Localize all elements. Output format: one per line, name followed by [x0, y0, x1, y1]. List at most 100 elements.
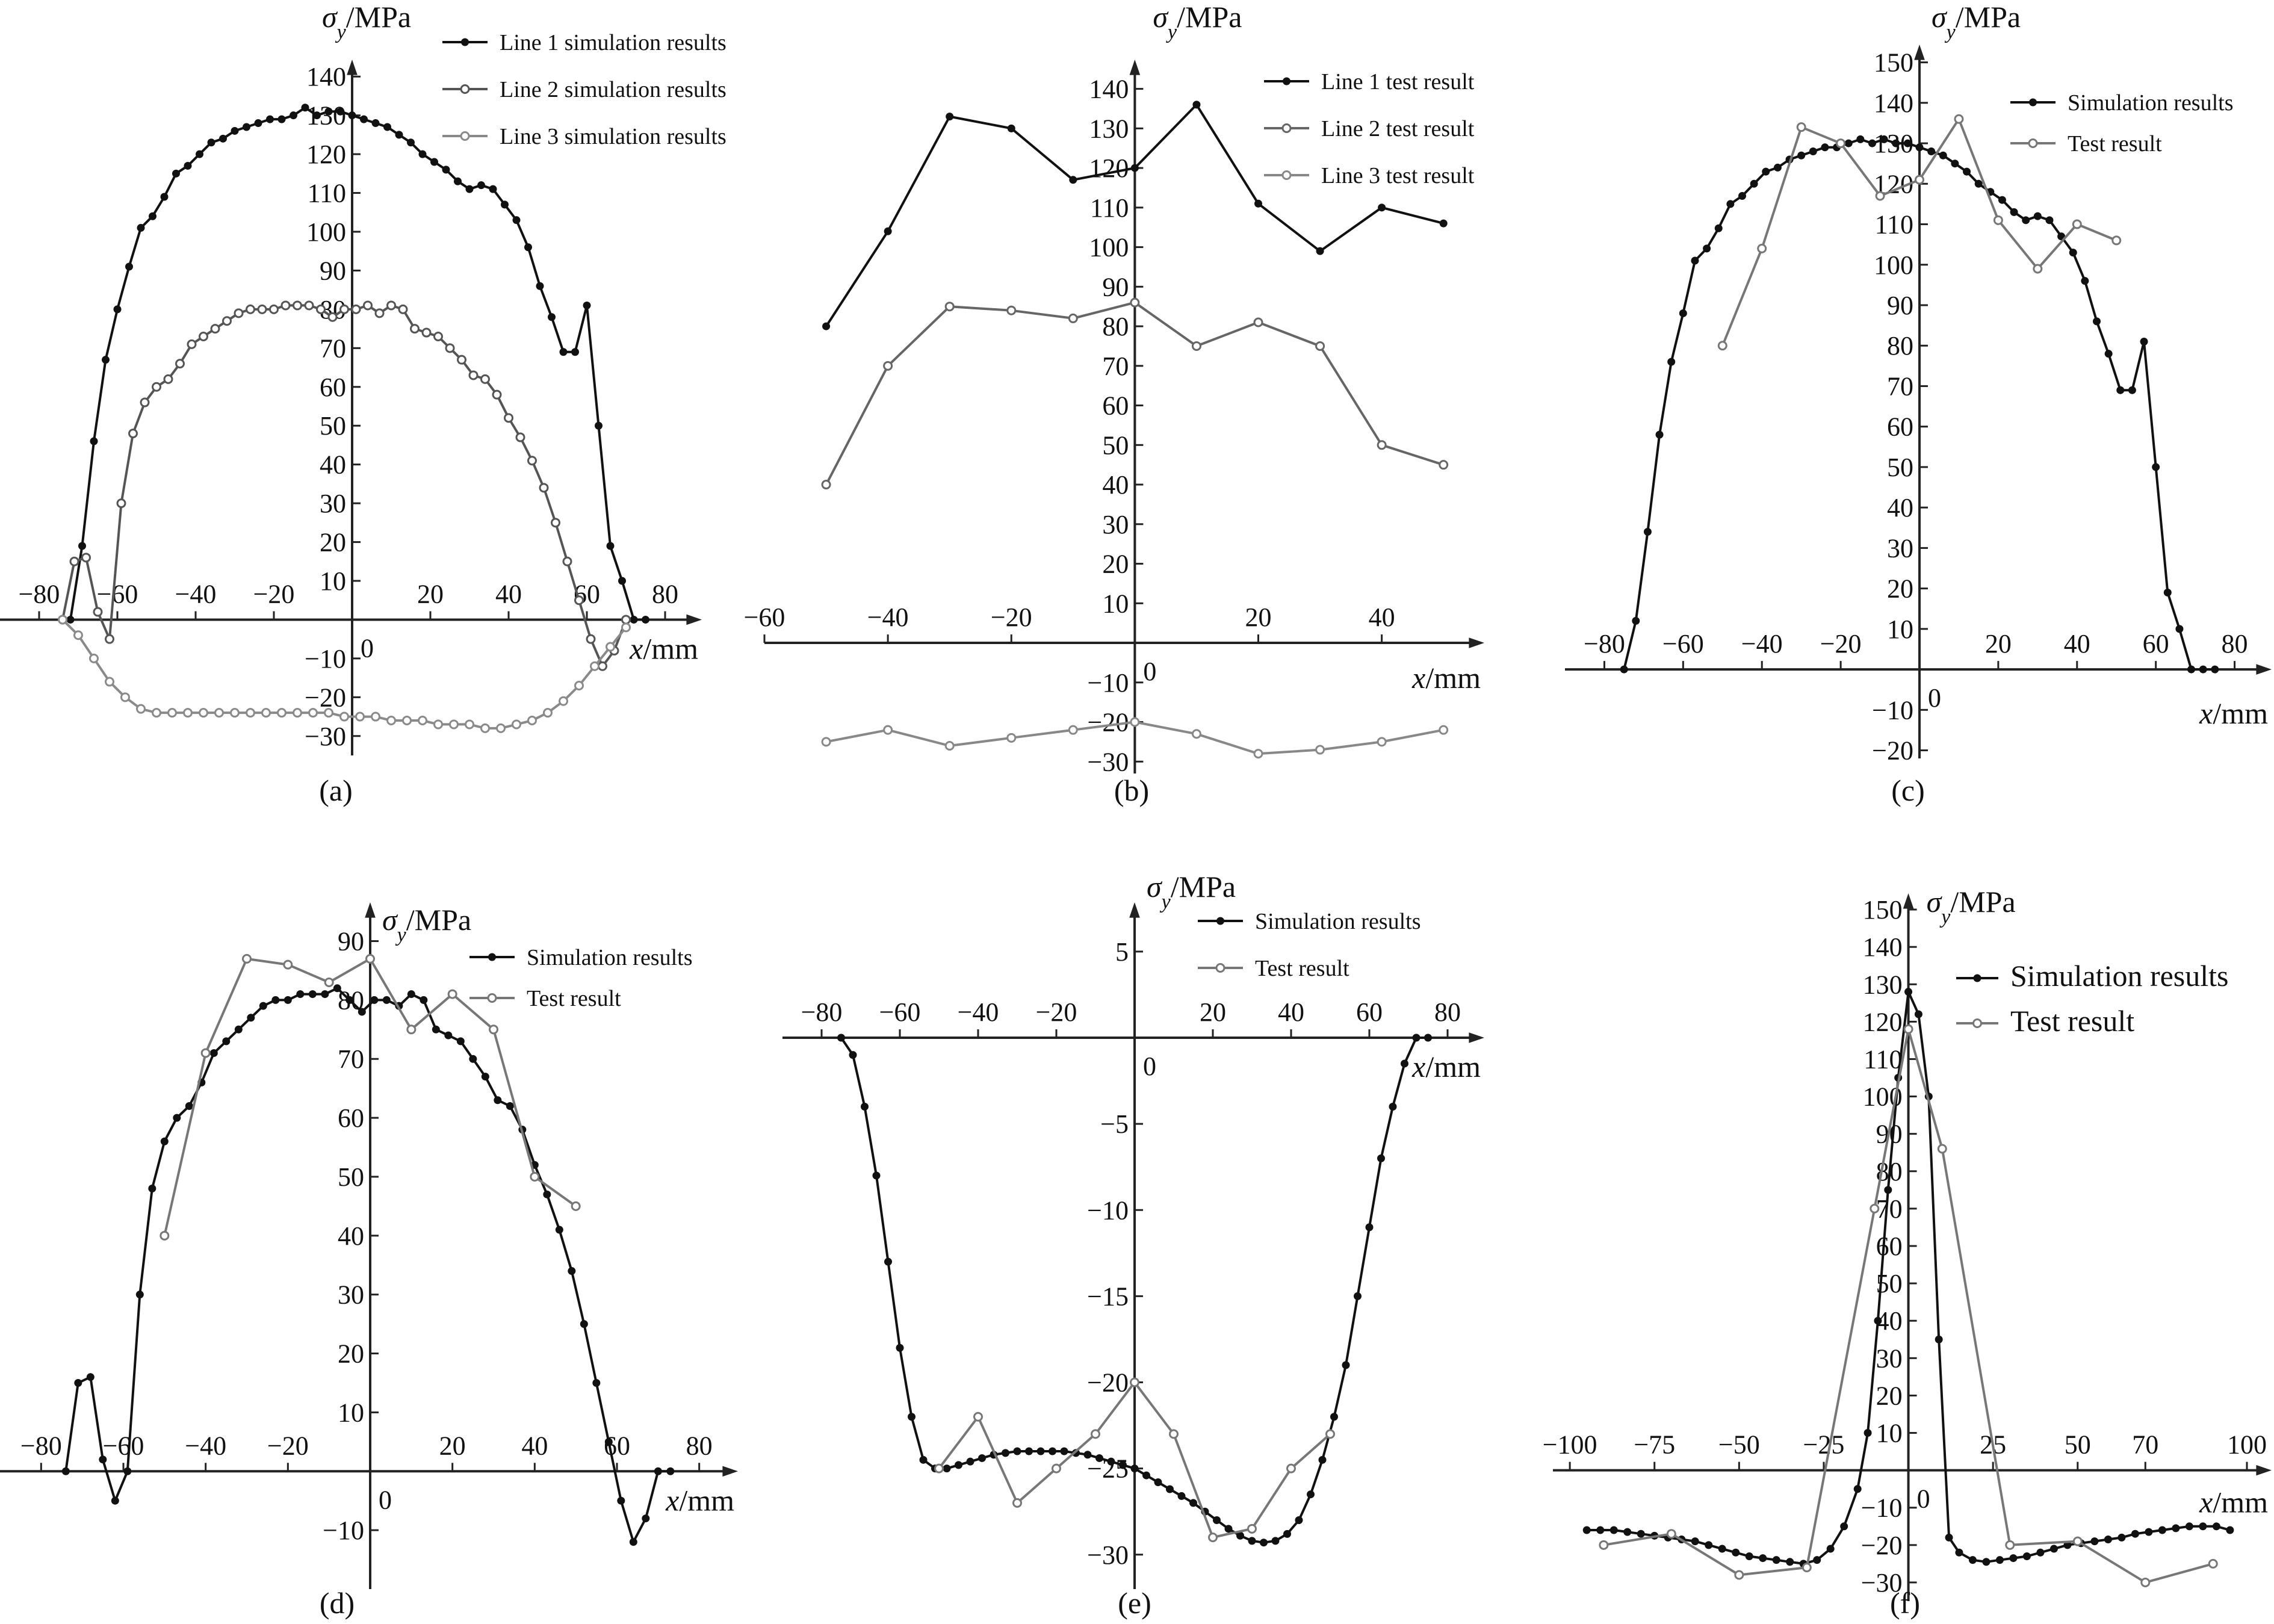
data-point [222, 316, 232, 326]
data-point [884, 1257, 892, 1266]
data-point [2187, 665, 2196, 674]
data-point [234, 308, 244, 318]
data-point [1868, 139, 1876, 147]
data-point [527, 716, 537, 725]
y-tick-label: 20 [1887, 574, 1913, 604]
data-point [908, 1413, 915, 1421]
data-point [280, 300, 291, 311]
legend-marker [1216, 917, 1224, 925]
data-point [477, 181, 485, 190]
data-point [432, 1025, 440, 1034]
x-tick-label: −40 [958, 997, 999, 1027]
data-point [1254, 199, 1263, 208]
y-axis-arrow [1914, 45, 1925, 60]
data-point [1068, 313, 1078, 323]
chart-panel-6: −100 −75 −50 −25 25 50 70 100−30−20−10102030405… [1543, 885, 2272, 1620]
data-point [1318, 1455, 1327, 1464]
data-point [1826, 1545, 1835, 1553]
y-tick-label: 60 [338, 1103, 364, 1133]
data-point [2045, 216, 2054, 225]
chart-panel-4: −80−60−40−2020406080−1010203040506070809… [0, 902, 738, 1620]
legend-marker [461, 38, 469, 46]
data-point [1903, 139, 1912, 147]
data-point [1821, 143, 1829, 152]
data-point [2111, 235, 2122, 246]
data-point [2172, 1524, 2180, 1533]
data-point [524, 243, 532, 252]
data-point [1253, 317, 1263, 327]
x-tick-label: 40 [521, 1431, 548, 1460]
x-tick-label: −60 [1662, 629, 1704, 659]
y-tick-label: 140 [1863, 932, 1903, 962]
series-1 [66, 104, 649, 624]
data-point [1378, 203, 1386, 212]
data-point [321, 990, 329, 999]
legend-label: Test result [527, 986, 621, 1011]
y-axis-title: σy/MPa [1153, 0, 1242, 43]
data-point [163, 374, 173, 384]
data-point [167, 708, 177, 718]
data-point [1643, 528, 1652, 536]
data-point [2033, 212, 2042, 220]
data-point [1439, 725, 1449, 735]
data-point [821, 737, 831, 747]
data-point [1864, 1429, 1872, 1437]
data-point [86, 1373, 94, 1381]
y-tick-label: −30 [1861, 1568, 1903, 1598]
data-point [136, 704, 146, 714]
data-point [2033, 264, 2043, 274]
data-point [2211, 665, 2219, 674]
data-point [1315, 745, 1325, 755]
data-point [1875, 191, 1885, 201]
data-point [304, 300, 314, 311]
data-point [242, 953, 252, 964]
data-point [457, 355, 466, 365]
x-tick-label: 20 [439, 1431, 466, 1460]
data-point [1762, 167, 1770, 176]
data-point [1330, 1413, 1338, 1421]
legend-label: Simulation results [2010, 959, 2229, 993]
data-point [1177, 1492, 1186, 1500]
data-point [1974, 179, 1983, 188]
data-point [1582, 1526, 1591, 1534]
chart-panel-2: −60 −40 −20 20 40 −30 −20 −10 10 20 30 40 50 60 70 80 90… [744, 0, 1484, 807]
data-point [247, 1014, 255, 1022]
data-point [2036, 1548, 2045, 1557]
data-point [2226, 1526, 2234, 1534]
y-tick-label: −20 [305, 683, 346, 712]
legend-marker [1281, 123, 1292, 133]
data-point [421, 327, 432, 338]
data-point [219, 134, 227, 143]
y-tick-label: 30 [1102, 510, 1129, 539]
data-point [1655, 430, 1664, 439]
data-point [1609, 1526, 1618, 1534]
data-point [489, 185, 497, 193]
y-tick-label: 70 [320, 333, 346, 363]
data-point [1935, 1335, 1943, 1344]
data-point [407, 990, 415, 999]
data-point [465, 719, 474, 730]
data-point [313, 111, 321, 120]
data-point [1915, 175, 1924, 185]
data-point [246, 708, 255, 718]
x-tick-label: 40 [495, 579, 522, 609]
data-point [371, 119, 380, 128]
data-point [102, 356, 110, 364]
x-tick-label: 60 [2143, 629, 2169, 659]
data-point [1599, 1540, 1609, 1550]
y-tick-label: 100 [306, 217, 346, 247]
data-point [402, 716, 412, 725]
legend: Line 1 test result Line 2 test result Line… [1264, 69, 1475, 188]
series-1 [1582, 988, 2234, 1568]
y-tick-label: 20 [338, 1339, 364, 1369]
data-point [543, 1190, 551, 1198]
data-point [1750, 179, 1758, 188]
data-point [351, 304, 361, 314]
data-point [113, 305, 122, 314]
legend-label: Line 3 test result [1321, 163, 1475, 188]
y-tick-label: 40 [320, 450, 346, 480]
data-point [1963, 167, 1971, 176]
data-point [1025, 1447, 1033, 1455]
legend-label: Line 2 simulation results [500, 77, 727, 102]
data-point [1995, 1556, 2004, 1564]
